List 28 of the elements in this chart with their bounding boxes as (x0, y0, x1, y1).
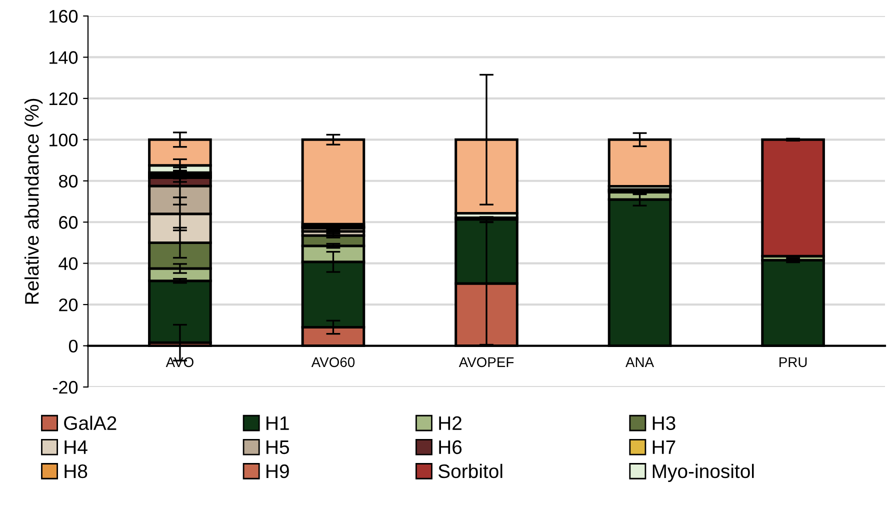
legend-label: H2 (439, 416, 462, 430)
legend-label: H8 (64, 464, 88, 478)
legend-label: H6 (439, 440, 462, 454)
y-tick-label: 140 (50, 51, 78, 64)
legend-label: Myo-inositol (652, 464, 754, 482)
y-tick-label: 160 (50, 10, 78, 23)
y-tick-label: 40 (58, 257, 78, 270)
y-tick-label: 80 (58, 174, 78, 188)
x-tick-label: AVOPEF (458, 357, 514, 368)
x-tick-label: ANA (626, 357, 654, 367)
legend-label: H4 (64, 440, 88, 454)
legend-label: GalA2 (64, 416, 116, 430)
legend-label: H7 (652, 440, 676, 454)
x-tick-label: AVO (166, 357, 194, 368)
y-tick-label: 120 (50, 92, 78, 106)
y-tick-label: -20 (52, 380, 78, 394)
legend-label: H5 (266, 440, 289, 454)
legend-label: Sorbitol (438, 464, 502, 478)
y-tick-label: 20 (59, 298, 78, 312)
legend-label: H3 (652, 416, 676, 430)
y-tick-label: 100 (50, 134, 78, 146)
x-tick-label: AVO60 (311, 357, 355, 368)
legend-label: H1 (266, 416, 289, 430)
y-tick-label: 60 (59, 216, 78, 229)
y-axis-title: Relative abundance (%) (24, 98, 43, 304)
x-tick-label: PRU (780, 357, 807, 368)
legend-label: H9 (266, 464, 289, 478)
y-tick-label: 0 (68, 340, 78, 352)
